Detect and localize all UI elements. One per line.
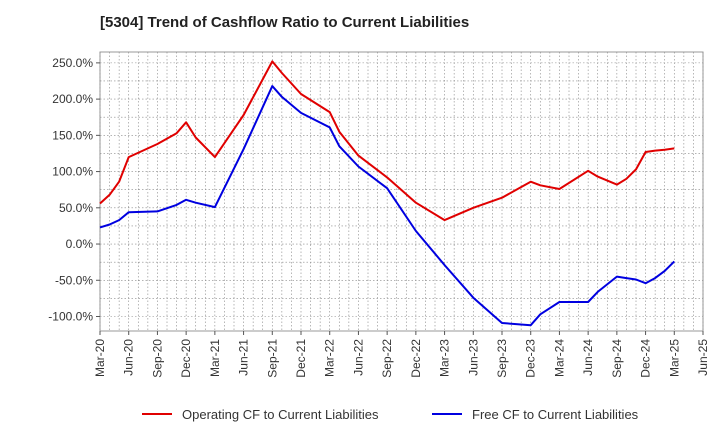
x-tick-label: Jun-23 bbox=[466, 339, 480, 376]
x-tick-label: Sep-23 bbox=[495, 339, 509, 378]
x-tick-label: Sep-20 bbox=[150, 339, 164, 378]
y-tick-label: 200.0% bbox=[52, 92, 93, 106]
x-tick-label: Sep-21 bbox=[265, 339, 279, 378]
x-tick-label: Sep-24 bbox=[610, 339, 624, 378]
x-tick-label: Mar-23 bbox=[438, 339, 452, 377]
x-tick-label: Dec-21 bbox=[294, 339, 308, 378]
x-tick-label: Mar-22 bbox=[323, 339, 337, 377]
chart-title: [5304] Trend of Cashflow Ratio to Curren… bbox=[100, 14, 470, 31]
plot-frame bbox=[99, 51, 704, 332]
x-tick-label: Sep-22 bbox=[380, 339, 394, 378]
y-tick-label: 0.0% bbox=[66, 237, 94, 251]
x-tick-label: Dec-23 bbox=[524, 339, 538, 378]
y-tick-label: 50.0% bbox=[59, 201, 93, 215]
x-tick-label: Dec-20 bbox=[179, 339, 193, 378]
x-tick-label: Mar-21 bbox=[208, 339, 222, 377]
x-tick-label: Jun-21 bbox=[237, 339, 251, 376]
legend-label: Operating CF to Current Liabilities bbox=[182, 407, 379, 422]
x-tick-label: Jun-22 bbox=[351, 339, 365, 376]
x-tick-label: Dec-24 bbox=[639, 339, 653, 378]
y-tick-label: 150.0% bbox=[52, 128, 93, 142]
series-line-free-cf bbox=[99, 85, 676, 327]
x-tick-label: Jun-24 bbox=[581, 339, 595, 376]
y-tick-label: 100.0% bbox=[52, 165, 93, 179]
x-tick-label: Jun-25 bbox=[696, 339, 710, 376]
y-tick-label: 250.0% bbox=[52, 56, 93, 70]
y-tick-label: -100.0% bbox=[48, 310, 93, 324]
y-tick-label: -50.0% bbox=[55, 273, 93, 287]
x-tick-label: Jun-20 bbox=[122, 339, 136, 376]
x-tick-label: Mar-24 bbox=[552, 339, 566, 377]
x-tick-label: Mar-20 bbox=[93, 339, 107, 377]
x-tick-label: Dec-22 bbox=[409, 339, 423, 378]
x-tick-label: Mar-25 bbox=[667, 339, 681, 377]
legend-label: Free CF to Current Liabilities bbox=[472, 407, 639, 422]
series-line-operating-cf bbox=[99, 60, 675, 222]
